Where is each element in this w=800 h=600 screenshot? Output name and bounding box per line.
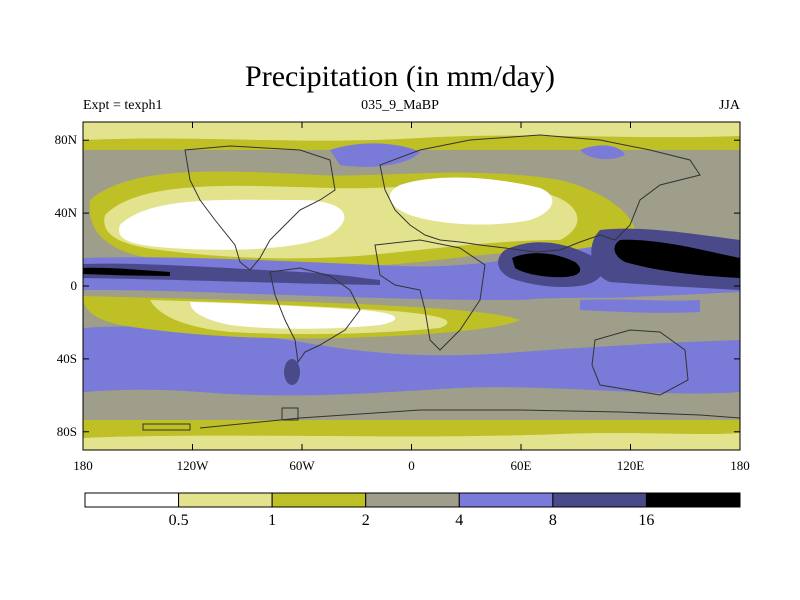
- colorbar-swatch: [84, 492, 180, 508]
- colorbar: 0.5 1 2 4 8 16: [84, 492, 741, 529]
- map-title: Precipitation (in mm/day): [245, 60, 555, 93]
- coastlines: [142, 134, 740, 431]
- colorbar-label: 0.5: [169, 512, 189, 529]
- lon-tick-label: 60W: [289, 458, 315, 473]
- experiment-label: Expt = texph1: [83, 98, 163, 113]
- precipitation-field: [83, 122, 740, 450]
- colorbar-swatch: [645, 492, 741, 508]
- lat-tick-label: 0: [71, 278, 78, 293]
- colorbar-label: 1: [268, 512, 276, 529]
- lon-tick-label: 120E: [617, 458, 645, 473]
- time-period-label: 035_9_MaBP: [361, 98, 439, 113]
- colorbar-label: 8: [549, 512, 557, 529]
- colorbar-swatch: [271, 492, 367, 508]
- lon-tick-label: 180: [73, 458, 93, 473]
- colorbar-label: 16: [638, 512, 654, 529]
- colorbar-label: 4: [455, 512, 463, 529]
- lat-tick-label: 40S: [57, 351, 77, 366]
- season-label: JJA: [718, 98, 740, 113]
- colorbar-swatch: [552, 492, 647, 508]
- lat-tick-label: 40N: [55, 205, 78, 220]
- axis-ticks: 80N 40N 0 40S 80S 180 120W 60W 0 60E 120E 180: [55, 122, 750, 473]
- colorbar-swatch: [458, 492, 554, 508]
- lat-tick-label: 80S: [57, 424, 77, 439]
- lon-tick-label: 180: [730, 458, 750, 473]
- colorbar-swatch: [365, 492, 460, 508]
- colorbar-label: 2: [362, 512, 370, 529]
- lon-tick-label: 60E: [511, 458, 532, 473]
- lon-tick-label: 120W: [177, 458, 210, 473]
- colorbar-swatch: [178, 492, 273, 508]
- lon-tick-label: 0: [408, 458, 415, 473]
- lat-tick-label: 80N: [55, 132, 78, 147]
